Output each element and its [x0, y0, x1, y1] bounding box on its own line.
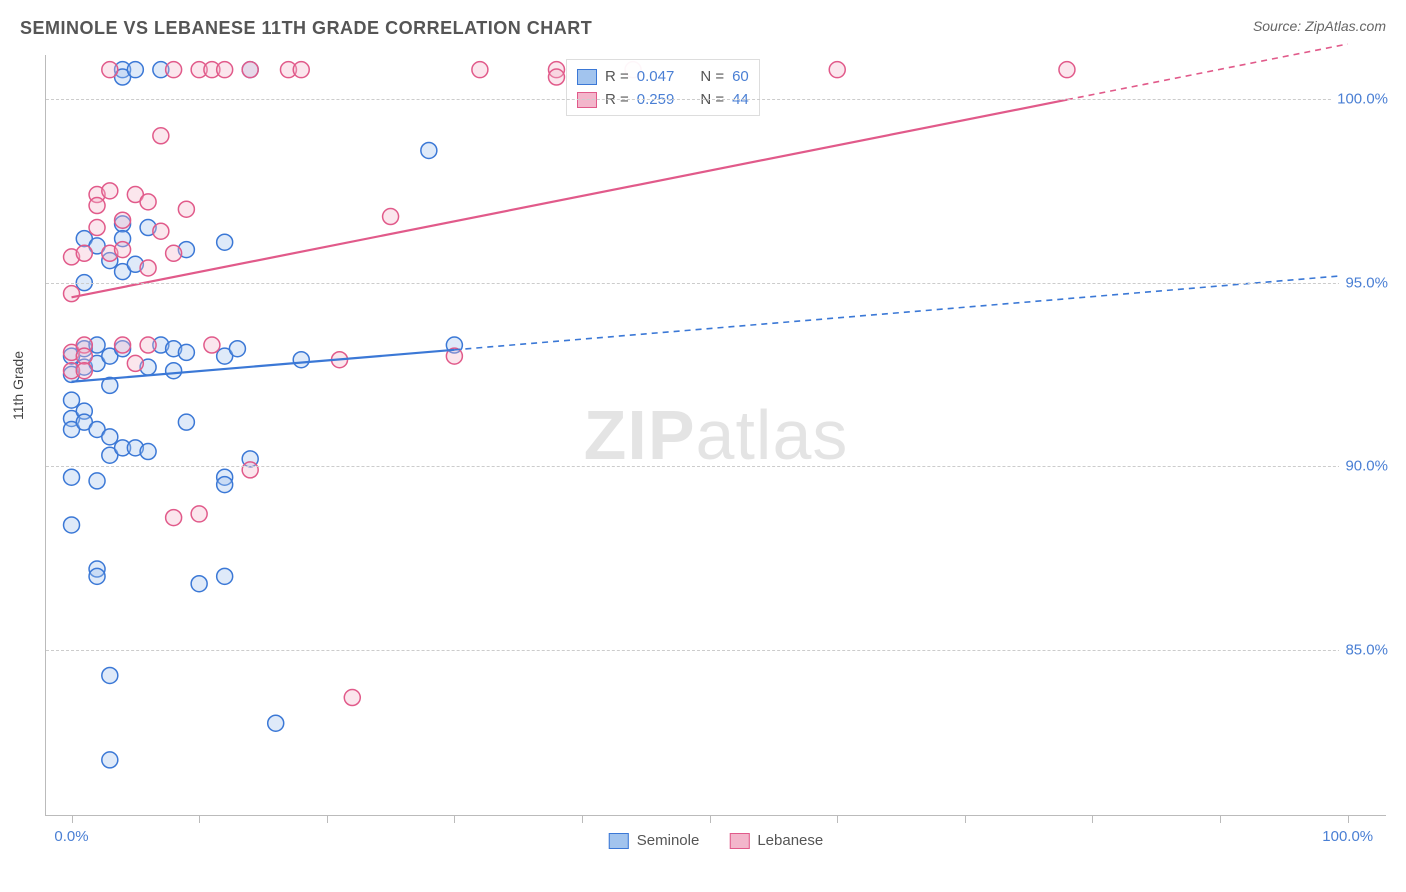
data-point [217, 477, 233, 493]
swatch-seminole-icon [577, 69, 597, 85]
data-point [548, 69, 564, 85]
data-point [127, 355, 143, 371]
x-tick [1348, 815, 1349, 823]
data-point [268, 715, 284, 731]
x-tick [454, 815, 455, 823]
stats-n-label: N = [700, 66, 724, 89]
data-point [242, 62, 258, 78]
data-point [178, 344, 194, 360]
gridline [46, 650, 1386, 651]
data-point [242, 462, 258, 478]
y-axis-label: 11th Grade [10, 351, 26, 420]
x-tick [1220, 815, 1221, 823]
legend-item-seminole: Seminole [609, 832, 700, 849]
data-point [64, 286, 80, 302]
y-tick-label: 95.0% [1339, 274, 1388, 291]
data-point [89, 198, 105, 214]
x-tick [327, 815, 328, 823]
chart-title: SEMINOLE VS LEBANESE 11TH GRADE CORRELAT… [20, 18, 592, 39]
data-point [829, 62, 845, 78]
data-point [64, 392, 80, 408]
data-point [229, 341, 245, 357]
data-point [1059, 62, 1075, 78]
data-point [140, 337, 156, 353]
stats-r-label: R = [605, 66, 629, 89]
trend-line-dashed [454, 275, 1347, 350]
data-point [102, 752, 118, 768]
y-tick-label: 90.0% [1339, 458, 1388, 475]
plot-area: R = 0.047 N = 60 R = 0.259 N = 44 Semino… [45, 55, 1386, 816]
data-point [178, 201, 194, 217]
data-point [115, 242, 131, 258]
data-point [383, 209, 399, 225]
data-point [217, 234, 233, 250]
data-point [140, 444, 156, 460]
data-point [89, 473, 105, 489]
gridline [46, 283, 1386, 284]
stats-n-seminole: 60 [732, 66, 749, 89]
data-point [421, 142, 437, 158]
legend-label-seminole: Seminole [637, 832, 700, 849]
data-point [217, 568, 233, 584]
x-tick [965, 815, 966, 823]
source-label: Source: ZipAtlas.com [1253, 18, 1386, 34]
data-point [89, 220, 105, 236]
data-point [344, 690, 360, 706]
data-point [191, 506, 207, 522]
data-point [76, 245, 92, 261]
data-point [178, 414, 194, 430]
data-point [166, 245, 182, 261]
x-tick-label: 0.0% [54, 828, 88, 845]
legend-swatch-seminole-icon [609, 833, 629, 849]
data-point [140, 260, 156, 276]
y-tick-label: 100.0% [1331, 91, 1388, 108]
scatter-svg [46, 55, 1386, 815]
stats-r-seminole: 0.047 [637, 66, 675, 89]
series-legend: Seminole Lebanese [609, 832, 823, 849]
data-point [153, 223, 169, 239]
data-point [115, 337, 131, 353]
data-point [102, 429, 118, 445]
data-point [140, 194, 156, 210]
y-tick-label: 85.0% [1339, 641, 1388, 658]
data-point [472, 62, 488, 78]
gridline [46, 466, 1386, 467]
data-point [204, 337, 220, 353]
x-tick [72, 815, 73, 823]
x-tick [710, 815, 711, 823]
legend-swatch-lebanese-icon [729, 833, 749, 849]
data-point [191, 576, 207, 592]
data-point [102, 667, 118, 683]
trend-line-solid [72, 100, 1067, 298]
data-point [89, 568, 105, 584]
data-point [76, 363, 92, 379]
gridline [46, 99, 1386, 100]
legend-item-lebanese: Lebanese [729, 832, 823, 849]
data-point [64, 469, 80, 485]
x-tick [199, 815, 200, 823]
data-point [166, 62, 182, 78]
data-point [166, 363, 182, 379]
data-point [153, 128, 169, 144]
data-point [293, 352, 309, 368]
x-tick-label: 100.0% [1322, 828, 1373, 845]
data-point [64, 517, 80, 533]
data-point [166, 510, 182, 526]
legend-label-lebanese: Lebanese [757, 832, 823, 849]
stats-legend: R = 0.047 N = 60 R = 0.259 N = 44 [566, 59, 760, 116]
trend-line-dashed [1067, 44, 1348, 100]
x-tick [837, 815, 838, 823]
data-point [76, 348, 92, 364]
data-point [127, 62, 143, 78]
stats-row-seminole: R = 0.047 N = 60 [577, 66, 749, 89]
data-point [102, 62, 118, 78]
data-point [102, 183, 118, 199]
data-point [115, 212, 131, 228]
x-tick [582, 815, 583, 823]
x-tick [1092, 815, 1093, 823]
data-point [293, 62, 309, 78]
data-point [217, 62, 233, 78]
